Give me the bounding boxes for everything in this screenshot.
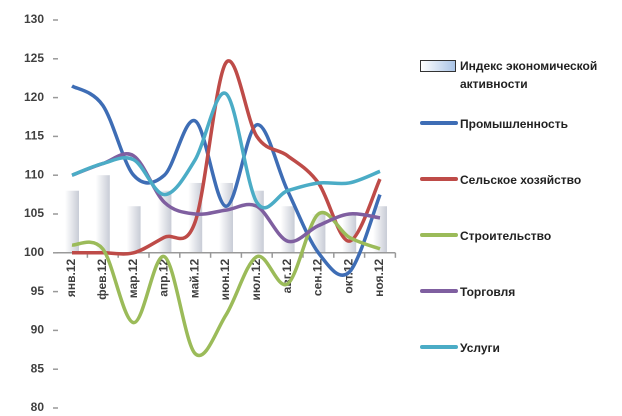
bar: [65, 190, 79, 253]
bar: [342, 214, 357, 253]
y-tick-label: 90: [31, 323, 45, 337]
bar: [219, 182, 233, 253]
legend-label: Промышленность: [460, 117, 568, 131]
x-tick-label: сен.12: [311, 258, 325, 296]
y-tick-label: 100: [24, 245, 44, 259]
legend-label: Сельское хозяйство: [460, 173, 582, 187]
line-series: [71, 210, 381, 358]
line-series: [71, 91, 381, 210]
x-tick-label: янв.12: [64, 258, 78, 297]
x-tick-label: июн.12: [218, 258, 232, 300]
legend-label: Индекс экономической активности: [460, 59, 598, 91]
legend-item: Промышленность: [420, 115, 622, 133]
y-tick-label: 95: [31, 284, 45, 298]
y-tick-label: 115: [25, 129, 45, 143]
legend-item: Торговля: [420, 283, 622, 301]
y-tick-label: 125: [24, 51, 44, 65]
line-series: [72, 59, 382, 256]
y-tick-label: 105: [24, 206, 44, 220]
x-tick-label: апр.12: [157, 258, 171, 296]
legend-symbol: [420, 345, 458, 349]
line-series: [71, 152, 381, 244]
bar: [95, 175, 110, 253]
y-tick-label: 110: [25, 167, 45, 181]
x-tick-label: ноя.12: [372, 258, 386, 296]
legend-item: Услуги: [420, 339, 622, 357]
bar: [126, 206, 141, 253]
legend-item: Индекс экономической активности: [420, 57, 622, 93]
line-series: [71, 84, 382, 277]
legend-symbol: [420, 289, 458, 293]
x-tick-label: май.12: [187, 258, 201, 298]
x-tick-label: фев.12: [95, 258, 109, 299]
y-tick-label: 120: [24, 90, 44, 104]
bar: [280, 206, 295, 253]
legend-label: Торговля: [460, 285, 516, 299]
x-tick-label: июл.12: [249, 258, 263, 300]
legend-item: Строительство: [420, 227, 622, 245]
legend-symbol: [420, 121, 458, 125]
legend-symbol: [420, 233, 458, 237]
legend-symbol: [420, 60, 456, 72]
legend-item: Сельское хозяйство: [420, 171, 622, 189]
y-tick-label: 130: [24, 12, 44, 26]
y-tick-label: 80: [31, 400, 45, 414]
legend-label: Услуги: [460, 341, 500, 355]
y-tick-label: 85: [31, 361, 45, 375]
x-tick-label: мар.12: [126, 258, 140, 298]
legend-label: Строительство: [460, 229, 552, 243]
legend-symbol: [420, 177, 458, 181]
